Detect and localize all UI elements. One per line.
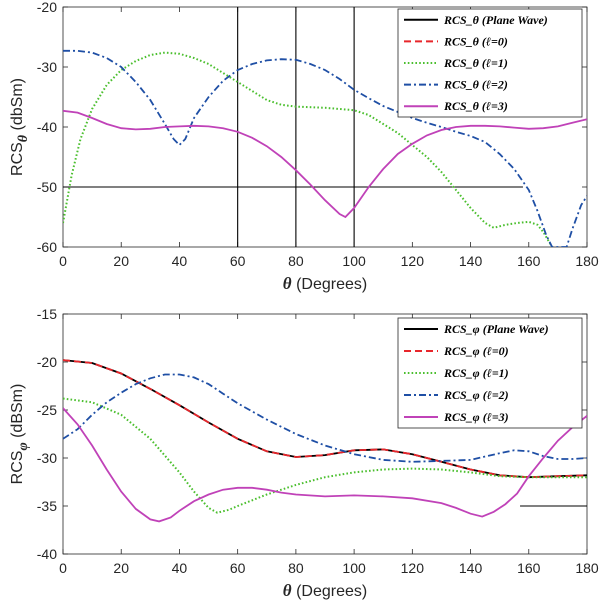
y-tick-label: -40 — [37, 119, 57, 135]
legend-label-1: RCS_θ (ℓ=0) — [443, 34, 508, 48]
x-tick-label: 0 — [59, 253, 67, 269]
x-tick-label: 60 — [230, 253, 246, 269]
x-tick-label: 20 — [113, 560, 129, 576]
legend-label-4: RCS_φ (ℓ=3) — [443, 410, 509, 424]
y-axis-label-subscript: φ — [16, 442, 31, 450]
x-tick-label: 60 — [230, 560, 246, 576]
y-axis-label-subscript: θ — [16, 134, 31, 142]
y-tick-label: -30 — [37, 59, 57, 75]
y-tick-label: -50 — [37, 179, 57, 195]
y-tick-label: -30 — [37, 450, 57, 466]
x-tick-label: 160 — [517, 253, 541, 269]
legend-label-0: RCS_θ (Plane Wave) — [443, 13, 548, 27]
x-tick-label: 80 — [288, 253, 304, 269]
legend-box — [397, 317, 583, 429]
legend-label-3: RCS_θ (ℓ=2) — [443, 78, 508, 92]
legend-label-0: RCS_φ (Plane Wave) — [443, 322, 549, 336]
x-tick-label: 180 — [575, 253, 599, 269]
y-axis-label-base: RCS — [9, 451, 26, 485]
y-tick-label: -35 — [37, 498, 57, 514]
x-tick-label: 180 — [575, 560, 599, 576]
series-line-3 — [63, 49, 587, 247]
x-axis-label-symbol: θ — [283, 274, 292, 293]
x-tick-label: 140 — [459, 253, 483, 269]
y-axis-label-unit: (dbSm) — [9, 78, 26, 135]
legend-label-1: RCS_φ (ℓ=0) — [443, 344, 509, 358]
x-tick-label: 140 — [459, 560, 483, 576]
y-tick-label: -25 — [37, 402, 57, 418]
y-tick-label: -60 — [37, 239, 57, 255]
legend-label-3: RCS_φ (ℓ=2) — [443, 388, 509, 402]
x-tick-label: 100 — [342, 253, 366, 269]
series-line-4 — [63, 109, 587, 219]
series-line-2 — [63, 397, 587, 514]
y-tick-label: -40 — [37, 546, 57, 562]
x-tick-label: 120 — [401, 560, 425, 576]
legend-label-2: RCS_θ (ℓ=1) — [443, 56, 508, 70]
chart-panel-2: 0 20 40 60 80 100 120 140 160 180 -40 -35 -30 -25 -20 -… — [9, 306, 599, 600]
x-tick-label: 100 — [342, 560, 366, 576]
legend-label-2: RCS_φ (ℓ=1) — [443, 366, 509, 380]
x-tick-label: 160 — [517, 560, 541, 576]
x-axis-label-text: (Degrees) — [292, 276, 368, 293]
series-line-1 — [63, 359, 587, 479]
series-line-2 — [63, 51, 553, 247]
y-axis-label-base: RCS — [9, 142, 26, 176]
series-line-4 — [63, 407, 587, 523]
x-axis-label-symbol: θ — [283, 581, 292, 600]
y-tick-label: -20 — [37, 354, 57, 370]
series-group — [63, 7, 587, 247]
x-axis-label-text: (Degrees) — [292, 583, 368, 600]
legend-box — [397, 8, 583, 118]
x-tick-label: 40 — [172, 560, 188, 576]
x-tick-label: 0 — [59, 560, 67, 576]
x-axis-label: θ (Degrees) — [283, 581, 367, 600]
series-group — [63, 359, 587, 523]
x-tick-label: 40 — [172, 253, 188, 269]
chart-panel-1: 0 20 40 60 80 100 120 140 160 180 -60 -50 -40 -30 -20 θ… — [9, 0, 599, 293]
x-axis-label: θ (Degrees) — [283, 274, 367, 293]
y-tick-label: -15 — [37, 306, 57, 322]
legend: RCS_θ (Plane Wave) RCS_θ (ℓ=0) RCS_θ (ℓ=1)… — [397, 8, 583, 118]
y-axis-label: RCSθ (dbSm) — [9, 78, 31, 176]
x-tick-label: 80 — [288, 560, 304, 576]
y-axis-label-unit: (dBSm) — [9, 384, 26, 443]
y-axis-label: RCSφ (dBSm) — [9, 384, 31, 485]
y-tick-label: -20 — [37, 0, 57, 15]
legend: RCS_φ (Plane Wave) RCS_φ (ℓ=0) RCS_φ (ℓ=1)… — [397, 317, 583, 429]
x-tick-label: 20 — [113, 253, 129, 269]
x-tick-label: 120 — [401, 253, 425, 269]
legend-label-4: RCS_θ (ℓ=3) — [443, 99, 508, 113]
series-line-3 — [63, 373, 587, 463]
